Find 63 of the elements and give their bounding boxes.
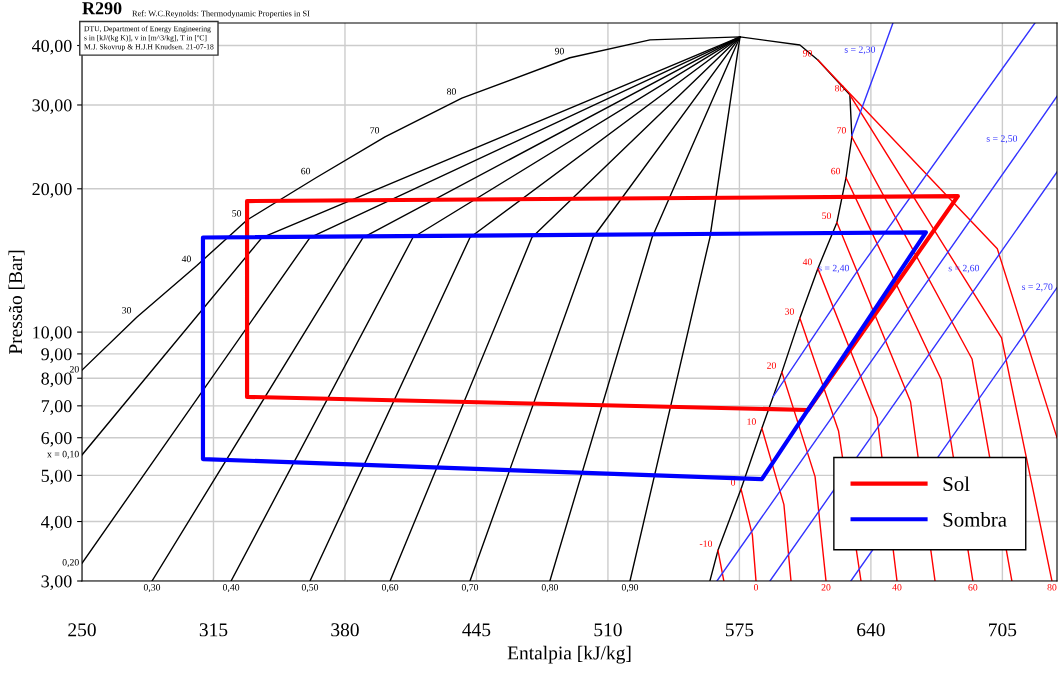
annotation: 0,60 (381, 584, 399, 593)
y-tick-label: 4,00 (41, 515, 72, 531)
annotation: 0,40 (222, 584, 240, 593)
annotation: s = 2,70 (1022, 283, 1053, 292)
annotation: 60 (831, 167, 841, 175)
annotation: 0,90 (621, 584, 639, 593)
annotation: 0 (730, 479, 736, 486)
annotation: 80 (446, 88, 456, 95)
annotation: 30 (122, 307, 132, 314)
x-tick-label: 445 (462, 623, 491, 637)
annotation: 70 (370, 127, 380, 134)
y-tick-label: 9,00 (41, 348, 72, 363)
legend-label: Sol (943, 476, 970, 492)
annotation: 50 (822, 212, 831, 220)
annotation: 50 (232, 210, 242, 217)
annotation: 0,70 (461, 584, 479, 593)
y-tick-label: 8,00 (41, 372, 72, 388)
y-axis-title: Pressão [Bar] (8, 250, 25, 355)
y-tick-label: 5,00 (41, 469, 72, 485)
x-tick-label: 575 (725, 623, 754, 637)
chart-title: R290 (82, 2, 122, 15)
y-tick-label: 3,00 (41, 575, 72, 591)
y-tick-label: 30,00 (32, 99, 72, 115)
annotation: 10 (747, 418, 756, 425)
annotation: 80 (834, 84, 844, 92)
annotation: -10 (699, 540, 713, 547)
annotation: s = 2,30 (844, 46, 876, 55)
x-tick-label: 250 (68, 623, 96, 637)
annotation: 0,50 (301, 584, 319, 593)
annotation: 20 (821, 584, 831, 591)
annotation: 80 (1047, 584, 1057, 591)
chart-subtitle: Ref: W.C.Reynolds: Thermodynamic Properties in SI (132, 10, 310, 18)
annotation: 0,80 (541, 584, 559, 593)
annotation: x = 0,10 (47, 450, 79, 459)
y-tick-label: 20,00 (32, 183, 72, 198)
annotation: 0,20 (62, 559, 79, 568)
annotation: s = 2,60 (948, 264, 980, 273)
annotation: s = 2,50 (986, 135, 1018, 144)
legend-label: Sombra (943, 512, 1007, 527)
annotation: s = 2,40 (818, 264, 849, 273)
x-tick-label: 510 (594, 623, 622, 637)
annotation: 40 (892, 584, 902, 591)
annotation: 90 (554, 47, 564, 55)
y-tick-label: 6,00 (41, 431, 72, 447)
x-tick-label: 705 (989, 623, 1017, 637)
annotation: 20 (767, 362, 776, 369)
annotation: 20 (69, 365, 79, 373)
y-tick-label: 7,00 (41, 400, 72, 415)
x-axis-title: Entalpia [kJ/kg] (507, 645, 631, 664)
annotation: 0 (753, 584, 759, 591)
annotation: 60 (301, 167, 311, 175)
x-tick-label: 380 (331, 623, 359, 637)
x-tick-label: 640 (857, 623, 885, 637)
y-tick-label: 10,00 (33, 326, 72, 342)
x-tick-label: 315 (199, 623, 228, 637)
annotation: 40 (181, 255, 191, 263)
annotation: 30 (785, 308, 794, 315)
y-tick-label: 40,00 (32, 39, 72, 55)
annotation: 60 (968, 584, 978, 591)
annotation: 40 (802, 258, 812, 266)
annotation: 70 (837, 127, 846, 134)
annotation: 90 (802, 50, 812, 57)
annotation: 0,30 (143, 584, 161, 593)
